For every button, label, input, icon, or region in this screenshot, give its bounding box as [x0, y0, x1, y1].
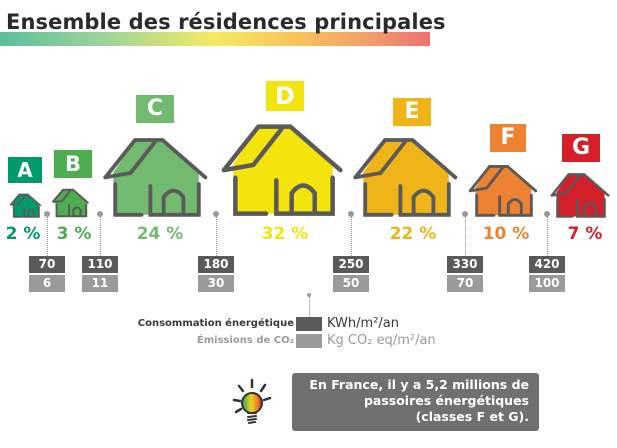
- badge-D: D: [266, 81, 304, 111]
- legend-co2-label: Émissions de CO₂: [196, 335, 294, 346]
- house-icon-E: [353, 138, 458, 217]
- tick-line-4: [351, 216, 352, 256]
- tick-dot-5: [462, 211, 468, 217]
- tick-line-2: [100, 216, 101, 256]
- info-callout: En France, il y a 5,2 millions de passoi…: [292, 373, 539, 431]
- pct-G: 7 %: [567, 224, 603, 244]
- co2-value: 11: [82, 275, 118, 292]
- energy-value: 180: [198, 256, 234, 273]
- badge-G: G: [562, 134, 600, 162]
- badge-C: C: [136, 95, 174, 123]
- chart-title: Ensemble des résidences principales: [0, 8, 446, 46]
- pct-D: 32 %: [261, 224, 309, 244]
- co2-value: 70: [447, 275, 483, 292]
- tick-dot-2: [97, 211, 103, 217]
- threshold-6: 420 100: [529, 256, 565, 292]
- tick-dot-4: [348, 211, 354, 217]
- lightbulb-icon: [232, 378, 272, 424]
- tick-line-6: [547, 216, 548, 256]
- legend-co2-unit: Kg CO₂ eq/m²/an: [327, 333, 436, 348]
- pct-A: 2 %: [5, 224, 41, 244]
- pct-F: 10 %: [482, 224, 530, 244]
- tick-dot-1: [44, 211, 50, 217]
- co2-value: 6: [29, 275, 65, 292]
- tick-line-5: [465, 216, 466, 256]
- callout-line-3: (classes F et G).: [415, 409, 529, 424]
- legend-energy-swatch: [296, 317, 322, 331]
- tick-line-3: [216, 216, 217, 256]
- pct-C: 24 %: [136, 224, 184, 244]
- callout-line-1: En France, il y a 5,2 millions de: [309, 377, 529, 392]
- house-icon-A: [9, 193, 42, 218]
- energy-value: 250: [333, 256, 369, 273]
- house-icon-G: [550, 173, 610, 218]
- threshold-1: 70 6: [29, 256, 65, 292]
- threshold-2: 110 11: [82, 256, 118, 292]
- co2-value: 50: [333, 275, 369, 292]
- pct-E: 22 %: [389, 224, 437, 244]
- legend-line: [309, 297, 310, 317]
- energy-value: 70: [29, 256, 65, 273]
- title-gradient-bar: [0, 32, 430, 46]
- tick-dot-6: [544, 211, 550, 217]
- energy-value: 330: [447, 256, 483, 273]
- house-icon-B: [52, 188, 89, 218]
- threshold-3: 180 30: [198, 256, 234, 292]
- callout-line-2: passoires énergétiques: [363, 393, 529, 408]
- co2-value: 100: [529, 275, 565, 292]
- badge-A: A: [8, 157, 42, 183]
- legend-co2-swatch: [296, 334, 322, 348]
- threshold-4: 250 50: [333, 256, 369, 292]
- house-icon-C: [103, 138, 208, 217]
- house-icon-F: [468, 164, 538, 217]
- energy-value: 110: [82, 256, 118, 273]
- co2-value: 30: [198, 275, 234, 292]
- badge-F: F: [490, 124, 526, 152]
- pct-B: 3 %: [56, 224, 92, 244]
- house-icon-D: [221, 124, 343, 216]
- threshold-5: 330 70: [447, 256, 483, 292]
- title-text: Ensemble des résidences principales: [6, 10, 446, 34]
- badge-B: B: [54, 150, 92, 178]
- legend-energy-label: Consommation énergétique: [137, 318, 294, 329]
- tick-line-1: [47, 216, 48, 256]
- energy-value: 420: [529, 256, 565, 273]
- legend-dot: [307, 293, 311, 297]
- legend-co2: Émissions de CO₂ Kg CO₂ eq/m²/an: [118, 333, 488, 349]
- legend-energy: Consommation énergétique KWh/m²/an: [118, 316, 488, 332]
- legend-energy-unit: KWh/m²/an: [327, 316, 399, 331]
- badge-E: E: [393, 98, 431, 126]
- tick-dot-3: [213, 211, 219, 217]
